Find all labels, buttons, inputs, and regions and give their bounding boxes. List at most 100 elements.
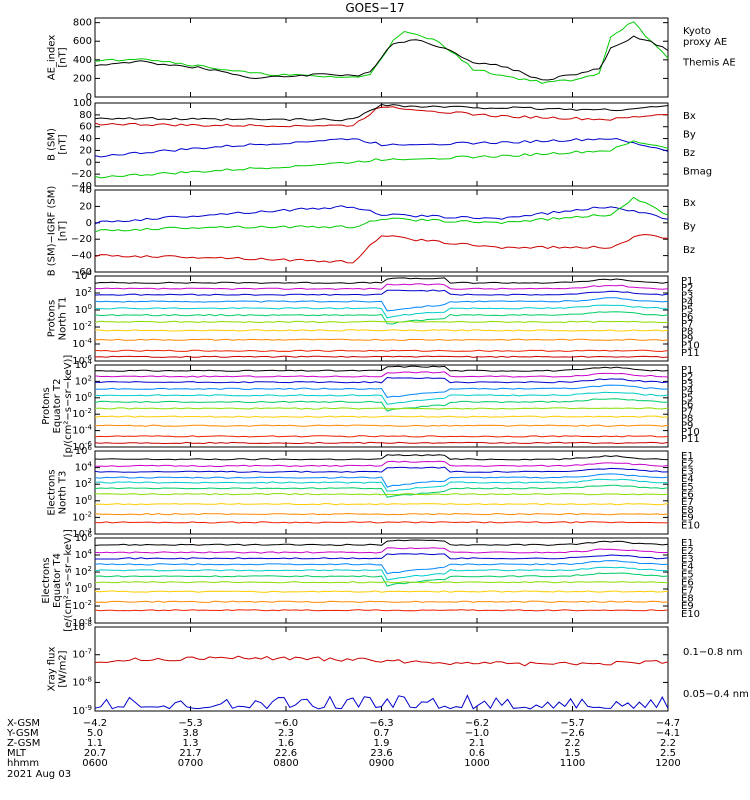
y-tick-exponent: 2 [88,286,92,294]
y-tick-label: 10-2 [72,510,92,523]
ephemeris-value: 1.9 [374,738,390,749]
flux-line [94,311,669,325]
y-tick-label: −20 [71,169,92,180]
series-line [94,196,669,233]
ephemeris-label: X-GSM [7,718,40,729]
panel-frame [94,626,669,712]
y-tick-label: 40 [79,185,92,196]
y-tick-label: 800 [73,18,92,29]
ephemeris-value: 23.6 [370,748,392,759]
panel-8: 10-8 10-7 10-8 10-9 Xray flux [W/m2] 0.1−0.8 n… [47,620,749,717]
y-axis-label: Xray flux [47,647,58,692]
series-line [94,205,669,225]
y-tick-label: 10-9 [72,704,92,717]
y-tick-exponent: -2 [85,320,92,328]
flux-line [94,398,669,412]
legend-entry: P1 [681,276,693,287]
legend-entry: Themis AE [682,58,736,69]
y-tick-exponent: 4 [88,358,93,366]
legend-entry: Bz [683,245,695,256]
legend-entry: P6 [681,312,693,323]
xray-short-line [94,694,669,710]
legend-entry: E8 [681,593,694,604]
flux-line [94,521,669,524]
ephemeris-value: 20.7 [84,748,106,759]
y-tick-exponent: 0 [88,303,92,311]
panel-frame [94,102,669,187]
flux-line [94,590,669,593]
legend-entry: P2 [681,372,693,383]
flux-line [95,304,669,319]
y-tick-label: 20 [79,145,92,156]
ephemeris-value: 1200 [655,758,680,769]
y-tick-exponent: -8 [85,675,92,683]
flux-line [94,349,669,352]
legend-entry: P5 [681,305,693,316]
legend-entry: E5 [681,570,694,581]
ephemeris-value: −1.0 [465,728,489,739]
legend-entry: P8 [681,326,693,337]
flux-line [94,355,669,358]
y-tick-label: −40 [71,181,92,192]
flux-line [94,539,669,546]
y-tick-label: 104 [75,548,93,561]
y-tick-label: 104 [75,358,93,371]
y-tick-exponent: -2 [85,599,92,607]
y-axis-label: Electrons [41,557,52,603]
y-tick-label: 10-2 [72,320,92,333]
flux-line [94,547,669,554]
y-tick-label: 10-4 [72,424,92,437]
y-tick-label: 10-7 [72,648,92,661]
flux-line [94,435,669,438]
y-tick-exponent: 2 [88,374,92,382]
y-tick-exponent: -7 [85,648,92,656]
series-line [94,21,669,84]
y-axis-label: [nT] [58,47,69,67]
ephemeris-value: 1.1 [87,738,103,749]
ephemeris-value: 1.3 [183,738,199,749]
ephemeris-value: 1000 [464,758,489,769]
legend-entry: By [683,221,696,232]
legend-entry: E4 [681,474,694,485]
y-tick-label: 10-4 [72,337,92,350]
flux-line [94,338,669,341]
legend-entry: E6 [681,578,694,589]
ephemeris-value: 1.6 [278,738,294,749]
panel-frame [94,364,669,448]
ephemeris-value: 5.0 [87,728,103,739]
flux-line [94,478,669,492]
ephemeris-label: 2021 Aug 03 [7,769,71,780]
flux-line [94,371,669,378]
y-tick-exponent: 0 [88,582,92,590]
y-tick-label: 104 [75,461,93,474]
flux-line [95,329,669,332]
legend-entry: P9 [681,420,693,431]
y-axis-label: Protons [47,300,58,337]
legend-entry: P4 [681,298,693,309]
ephemeris-value: −6.3 [369,718,393,729]
y-tick-exponent: 0 [88,391,92,399]
y-tick-label: 0 [86,218,92,229]
legend-entry: 0.05−0.4 nm [683,689,749,700]
ephemeris-value: 22.6 [275,748,297,759]
y-tick-exponent: -4 [85,527,93,535]
y-tick-label: 100 [75,582,92,595]
series-line [94,140,669,179]
ephemeris-value: 1100 [560,758,585,769]
y-axis-label: B (SM) [47,128,58,161]
legend-entry: P7 [681,319,693,330]
y-tick-exponent: -6 [85,440,93,448]
panel-frame [94,450,669,535]
legend-entry: E9 [681,513,694,524]
y-tick-exponent: 6 [88,531,93,539]
legend-entry: By [683,129,696,140]
legend-entry: E10 [681,609,700,620]
legend-entry: Kyoto [683,26,711,37]
